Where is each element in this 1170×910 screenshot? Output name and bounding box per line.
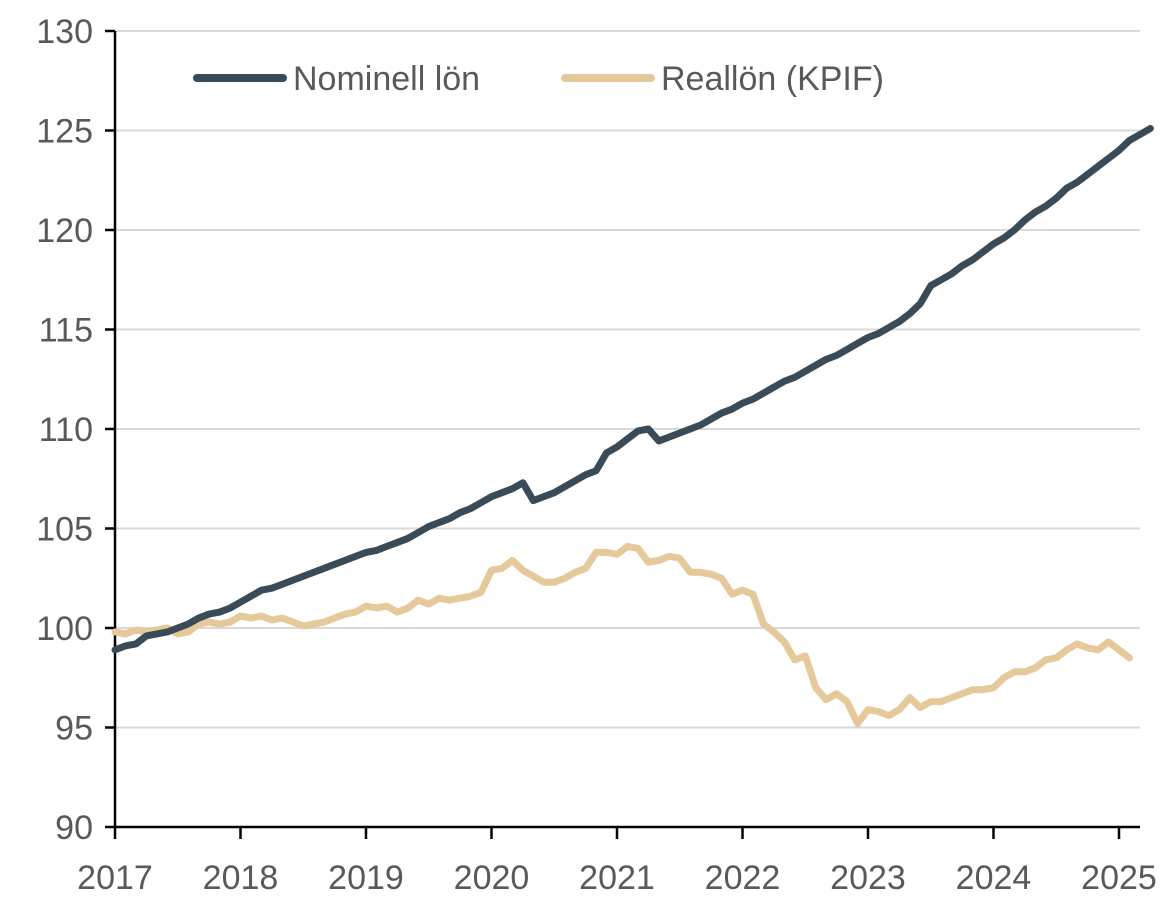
y-tick-label: 90	[55, 809, 93, 847]
legend-label: Reallön (KPIF)	[661, 60, 884, 98]
legend-label: Nominell lön	[293, 60, 480, 98]
y-tick-label: 115	[39, 312, 93, 350]
y-tick-label: 105	[36, 511, 93, 549]
x-tick-label: 2019	[328, 859, 404, 897]
y-tick-label: 100	[36, 610, 93, 648]
y-tick-label: 125	[36, 113, 93, 151]
y-tick-label: 110	[39, 411, 93, 449]
x-tick-label: 2020	[454, 859, 530, 897]
gridlines	[115, 30, 1140, 729]
x-tick-label: 2018	[203, 859, 279, 897]
y-tick-label: 120	[36, 212, 93, 250]
y-tick-label: 95	[55, 710, 93, 748]
axes	[105, 29, 1140, 839]
series-lines	[111, 125, 1154, 728]
legend-item-1: Nominell lön	[193, 60, 480, 98]
x-tick-label: 2022	[705, 859, 781, 897]
series-line-reall-n-kpif	[111, 542, 1133, 728]
series-line-nominell-l-n	[111, 125, 1154, 654]
x-tick-label: 2021	[579, 859, 655, 897]
legend: Nominell lön Reallön (KPIF)	[193, 60, 884, 98]
x-tick-label: 2017	[77, 859, 153, 897]
y-tick-label: 130	[36, 13, 93, 51]
x-tick-label: 2024	[956, 859, 1032, 897]
y-axis-tick-labels: 90 95 100 105 110 115 120 125 130	[36, 13, 93, 847]
x-axis-tick-labels: 2017 2018 2019 2020 2021 2022 2023 2024 2025	[77, 859, 1157, 897]
legend-item-2: Reallön (KPIF)	[561, 60, 884, 98]
x-tick-label: 2023	[830, 859, 906, 897]
x-tick-label: 2025	[1081, 859, 1157, 897]
